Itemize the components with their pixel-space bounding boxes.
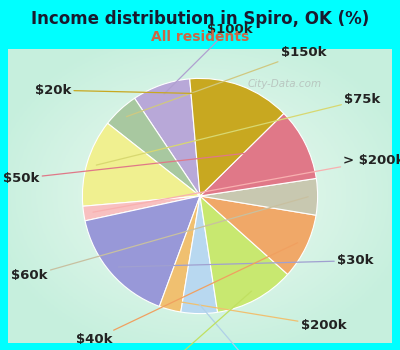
Text: $75k: $75k [96, 93, 380, 165]
Wedge shape [200, 178, 318, 215]
Wedge shape [82, 123, 200, 206]
Wedge shape [159, 196, 200, 312]
Text: $125k: $125k [199, 304, 272, 350]
Text: $150k: $150k [126, 46, 326, 117]
Text: $40k: $40k [76, 243, 298, 346]
Wedge shape [134, 79, 200, 196]
Wedge shape [108, 98, 200, 196]
Wedge shape [85, 196, 200, 306]
Text: Income distribution in Spiro, OK (%): Income distribution in Spiro, OK (%) [31, 10, 369, 28]
Text: > $200k: > $200k [93, 154, 400, 212]
Wedge shape [181, 196, 218, 314]
Text: City-Data.com: City-Data.com [248, 79, 322, 89]
Text: $50k: $50k [3, 148, 297, 185]
Text: $100k: $100k [164, 22, 252, 94]
Text: $10k: $10k [144, 291, 252, 350]
Wedge shape [200, 196, 316, 274]
Wedge shape [83, 196, 200, 221]
Text: All residents: All residents [151, 30, 249, 44]
Wedge shape [200, 196, 288, 312]
Text: $200k: $200k [172, 301, 346, 332]
Wedge shape [190, 78, 284, 196]
Text: $20k: $20k [35, 84, 237, 97]
Text: $60k: $60k [11, 197, 308, 282]
Text: $30k: $30k [118, 254, 374, 267]
Wedge shape [200, 113, 316, 196]
